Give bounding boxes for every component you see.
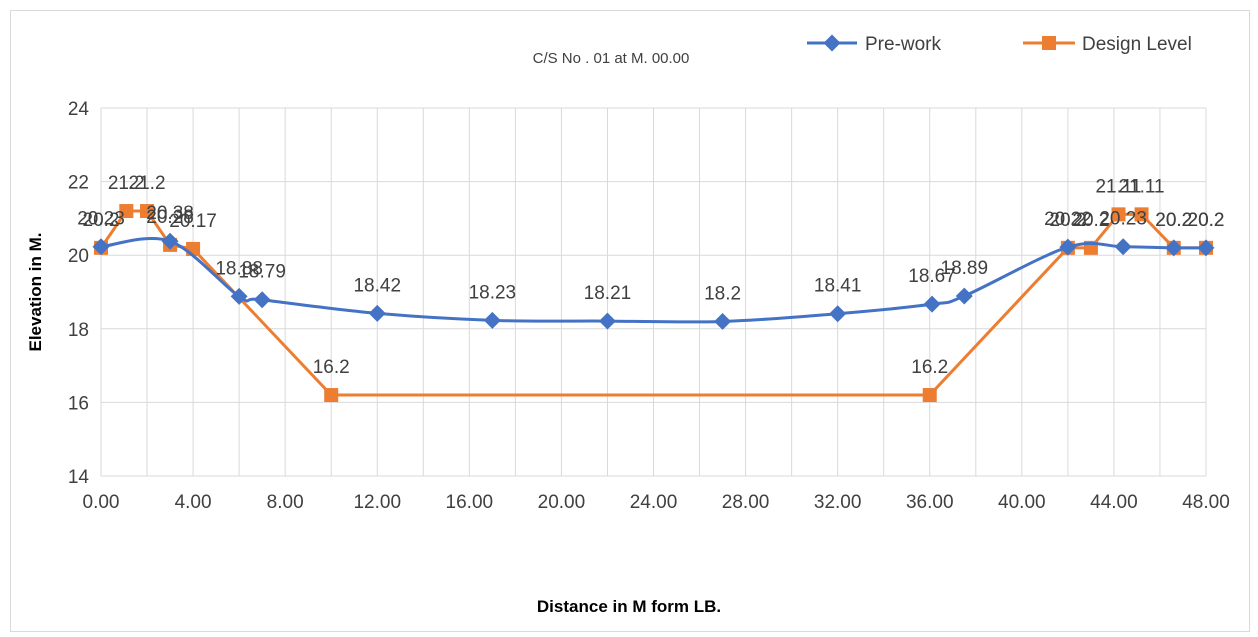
marker-design-level: [1111, 207, 1126, 222]
marker-pre-work: [483, 311, 501, 329]
y-tick-label: 20: [68, 246, 89, 267]
data-label-pre-work: 18.88: [215, 258, 263, 279]
data-label-pre-work: 20.22: [1044, 209, 1092, 230]
y-tick-label: 24: [68, 99, 90, 120]
marker-pre-work: [253, 291, 271, 309]
marker-design-level: [140, 204, 155, 219]
data-label-design-level: 21.2: [108, 173, 145, 194]
y-axis-title: Elevation in M.: [26, 232, 45, 351]
data-label-pre-work: 18.42: [353, 275, 401, 296]
y-tick-label: 18: [68, 320, 89, 341]
data-label-pre-work: 20.2: [1155, 210, 1192, 231]
series-layer: [92, 204, 1215, 403]
data-label-design-level: 20.28: [146, 207, 194, 228]
x-tick-label: 44.00: [1090, 492, 1138, 513]
x-tick-label: 0.00: [83, 492, 120, 513]
marker-design-level: [119, 204, 134, 219]
marker-pre-work: [161, 232, 179, 250]
legend-label-pre-work: Pre-work: [865, 34, 942, 55]
legend-item-design-level: Design Level: [1023, 34, 1192, 55]
data-label-pre-work: 20.38: [146, 203, 194, 224]
data-label-pre-work: 18.67: [908, 266, 956, 287]
x-tick-label: 28.00: [722, 492, 770, 513]
data-label-design-level: 20.17: [169, 211, 217, 232]
chart-title: C/S No . 01 at M. 00.00: [533, 50, 690, 67]
legend-label-design-level: Design Level: [1082, 34, 1192, 55]
data-label-pre-work: 20.23: [77, 209, 125, 230]
marker-pre-work: [955, 287, 973, 305]
marker-design-level: [1134, 207, 1149, 222]
legend-item-pre-work: Pre-work: [807, 34, 942, 55]
marker-pre-work: [368, 304, 386, 322]
data-label-pre-work: 20.23: [1099, 209, 1147, 230]
legend-marker-design-level: [1042, 36, 1056, 50]
x-tick-label: 36.00: [906, 492, 954, 513]
chart-frame: 20.2 21.2 21.2 20.28 20.17 16.2 16.2 20.2 20.2 21…: [10, 10, 1250, 632]
y-tick-label: 14: [68, 467, 90, 488]
data-label-design-level: 21.11: [1118, 176, 1164, 197]
marker-pre-work: [1114, 238, 1132, 256]
marker-pre-work: [230, 287, 248, 305]
data-label-design-level: 16.2: [313, 357, 350, 378]
x-tick-label: 40.00: [998, 492, 1046, 513]
data-label-pre-work: 18.2: [704, 283, 741, 304]
x-tick-label: 16.00: [446, 492, 494, 513]
data-label-design-level: 21.11: [1095, 176, 1141, 197]
x-tick-label: 24.00: [630, 492, 678, 513]
x-tick-label: 48.00: [1182, 492, 1230, 513]
marker-pre-work: [92, 238, 110, 256]
legend: Pre-work Design Level: [807, 34, 1192, 55]
marker-design-level: [324, 388, 339, 403]
marker-design-level: [922, 388, 937, 403]
grid-layer: [100, 107, 1207, 477]
x-tick-label: 8.00: [267, 492, 304, 513]
data-label-design-level: 20.2: [1155, 210, 1192, 231]
marker-pre-work: [598, 312, 616, 330]
data-label-pre-work: 20.2: [1188, 210, 1225, 231]
data-label-design-level: 16.2: [911, 357, 948, 378]
marker-pre-work: [829, 305, 847, 323]
data-label-design-level: 20.2: [83, 210, 120, 231]
marker-pre-work: [714, 312, 732, 330]
data-label-design-level: 20.2: [1072, 210, 1109, 231]
x-tick-label: 4.00: [175, 492, 212, 513]
data-label-design-level: 20.2: [1049, 210, 1086, 231]
data-label-design-level: 20.2: [1188, 210, 1225, 231]
y-tick-label: 16: [68, 393, 89, 414]
x-tick-label: 12.00: [353, 492, 401, 513]
data-label-pre-work: 18.79: [238, 262, 286, 283]
x-tick-label: 20.00: [538, 492, 586, 513]
data-label-pre-work: 18.21: [584, 283, 632, 304]
tick-layer: 14 16 18 20 22 24 0.00 4.00 8.00 12.00 16.00 20.00 2…: [68, 99, 1230, 513]
series-line-pre-work: [100, 236, 1207, 324]
data-label-design-level: 21.2: [129, 173, 166, 194]
marker-pre-work: [923, 295, 941, 313]
y-tick-label: 22: [68, 173, 89, 194]
x-axis-title: Distance in M form LB.: [537, 597, 721, 616]
data-label-pre-work: 18.23: [469, 282, 517, 303]
x-tick-label: 32.00: [814, 492, 862, 513]
data-label-pre-work: 18.41: [814, 276, 862, 297]
legend-marker-pre-work: [823, 34, 841, 52]
data-label-pre-work: 18.89: [941, 258, 989, 279]
